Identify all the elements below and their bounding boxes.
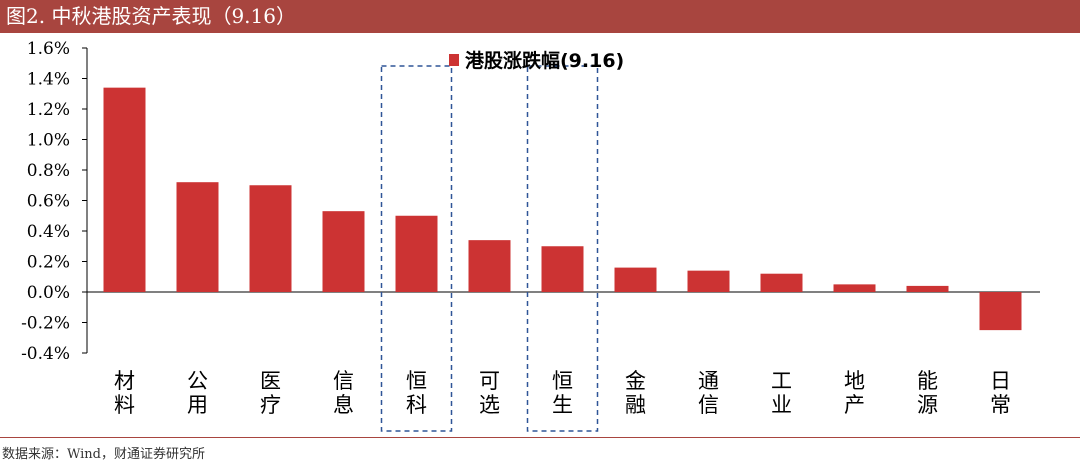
highlight-box-恒生 xyxy=(526,65,599,432)
x-tick-label: 产 xyxy=(844,393,865,417)
bar-恒科 xyxy=(395,215,438,292)
y-tick-label: 0.2% xyxy=(27,253,70,273)
x-tick-label: 科 xyxy=(406,393,427,417)
bar-金融 xyxy=(614,267,657,292)
x-tick-label: 常 xyxy=(990,393,1011,417)
page-title: 图2. 中秋港股资产表现（9.16） xyxy=(6,4,296,28)
y-tick-label: 1.4% xyxy=(27,70,70,90)
y-tick-label: -0.2% xyxy=(21,314,70,334)
bar-地产 xyxy=(833,284,876,292)
y-tick-label: 0.6% xyxy=(27,192,70,212)
bar-工业 xyxy=(760,273,803,292)
bar-信息 xyxy=(322,211,365,292)
x-tick-label: 日 xyxy=(990,369,1011,393)
legend-label: 港股涨跌幅(9.16) xyxy=(465,49,624,72)
legend: 港股涨跌幅(9.16) xyxy=(449,49,624,72)
x-tick-label: 金 xyxy=(625,369,646,393)
bar-chart: 1.6% 1.4% 1.2% 1.0% 0.8% 0.6% 0.4% 0.2% 0.0% -0.2… xyxy=(21,39,1040,432)
x-tick-label: 恒 xyxy=(406,369,427,393)
x-tick-label: 选 xyxy=(479,393,500,417)
y-tick-label: 0.4% xyxy=(27,222,70,242)
legend-swatch xyxy=(449,54,459,66)
y-tick-label: 1.0% xyxy=(27,131,70,151)
x-tick-label: 源 xyxy=(917,393,938,417)
bar-公用 xyxy=(176,182,219,292)
x-tick-label: 疗 xyxy=(260,393,281,417)
y-tick-label: 0.8% xyxy=(27,161,70,181)
bar-日常 xyxy=(979,292,1022,331)
x-tick-label: 融 xyxy=(625,393,646,417)
y-tick-label: -0.4% xyxy=(21,344,70,364)
x-tick-label: 医 xyxy=(260,369,281,393)
x-tick-label: 公 xyxy=(187,369,208,393)
x-tick-label: 业 xyxy=(771,393,792,417)
x-tick-label: 信 xyxy=(333,369,354,393)
bar-恒生 xyxy=(541,246,584,292)
x-tick-label: 恒 xyxy=(552,369,573,393)
bar-可选 xyxy=(468,240,511,292)
footer-divider xyxy=(0,437,1080,438)
y-tick-label: 1.6% xyxy=(27,39,70,59)
x-tick-label: 可 xyxy=(479,369,500,393)
x-tick-label: 料 xyxy=(114,393,135,417)
x-tick-label: 信 xyxy=(698,393,719,417)
highlight-layer xyxy=(380,65,599,432)
y-tick-label: 0.0% xyxy=(27,283,70,303)
x-tick-label: 通 xyxy=(698,369,719,393)
x-tick-label: 息 xyxy=(333,393,354,417)
bar-通信 xyxy=(687,270,730,292)
axis-layer: 1.6% 1.4% 1.2% 1.0% 0.8% 0.6% 0.4% 0.2% 0.0% -0.2… xyxy=(21,39,1040,364)
bar-能源 xyxy=(906,285,949,292)
source-note: 数据来源：Wind，财通证券研究所 xyxy=(2,447,205,462)
x-tick-label: 工 xyxy=(771,369,792,393)
x-tick-label: 能 xyxy=(917,369,938,393)
title-bar: 图2. 中秋港股资产表现（9.16） xyxy=(0,0,1080,33)
highlight-box-恒科 xyxy=(380,65,453,432)
bar-layer xyxy=(103,87,1022,331)
bar-材料 xyxy=(103,87,146,293)
bar-医疗 xyxy=(249,185,292,292)
y-tick-label: 1.2% xyxy=(27,100,70,120)
x-tick-label: 材 xyxy=(114,369,135,393)
x-tick-label: 用 xyxy=(187,393,208,417)
x-tick-label: 地 xyxy=(844,369,865,393)
x-tick-label: 生 xyxy=(552,393,573,417)
